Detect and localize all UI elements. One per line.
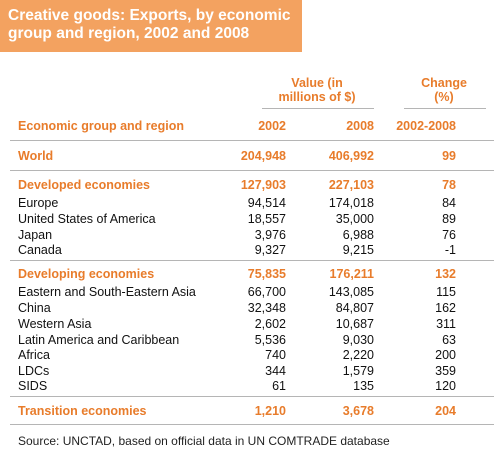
row-label: Transition economies bbox=[18, 404, 147, 418]
table-row: Europe 94,514 174,018 84 bbox=[0, 195, 502, 211]
table-row: Africa 740 2,220 200 bbox=[0, 347, 502, 363]
row-value-2002: 344 bbox=[265, 364, 286, 378]
table-row: Latin America and Caribbean 5,536 9,030 63 bbox=[0, 332, 502, 348]
row-value-2008: 2,220 bbox=[342, 348, 374, 362]
row-label: Europe bbox=[18, 196, 59, 210]
row-value-2008: 9,215 bbox=[342, 243, 374, 257]
row-value-2002: 1,210 bbox=[254, 404, 286, 418]
row-divider bbox=[10, 260, 494, 261]
row-value-2002: 204,948 bbox=[240, 149, 286, 163]
row-change: 115 bbox=[436, 285, 456, 299]
column-header-2002: 2002 bbox=[258, 119, 286, 133]
row-change: 204 bbox=[435, 404, 456, 418]
row-change: 132 bbox=[435, 267, 456, 281]
row-label: SIDS bbox=[18, 379, 48, 393]
row-value-2008: 176,211 bbox=[329, 267, 375, 281]
row-value-2002: 32,348 bbox=[247, 301, 286, 315]
row-value-2002: 2,602 bbox=[254, 317, 286, 331]
table-row: Canada 9,327 9,215 -1 bbox=[0, 242, 502, 258]
row-change: 200 bbox=[435, 348, 456, 362]
row-value-2008: 1,579 bbox=[342, 364, 374, 378]
row-label: Canada bbox=[18, 243, 62, 257]
column-header-region: Economic group and region bbox=[18, 119, 184, 133]
column-header-2008: 2008 bbox=[346, 119, 374, 133]
row-change: 76 bbox=[442, 228, 456, 242]
row-divider bbox=[10, 424, 494, 425]
row-change: 99 bbox=[442, 149, 456, 163]
row-label: Eastern and South-Eastern Asia bbox=[18, 285, 196, 299]
row-change: 162 bbox=[435, 301, 456, 315]
change-group-header: Change (%) bbox=[421, 76, 467, 104]
value-group-underline bbox=[262, 108, 374, 109]
row-value-2008: 10,687 bbox=[335, 317, 374, 331]
value-group-header: Value (in millions of $) bbox=[278, 76, 356, 104]
table-row: World 204,948 406,992 99 bbox=[0, 148, 502, 164]
table-row: United States of America 18,557 35,000 89 bbox=[0, 211, 502, 227]
row-divider bbox=[10, 170, 494, 171]
row-value-2002: 66,700 bbox=[247, 285, 286, 299]
row-value-2002: 18,557 bbox=[247, 212, 286, 226]
table-row: SIDS 61 135 120 bbox=[0, 378, 502, 394]
column-header-row: Economic group and region 2002 2008 2002… bbox=[0, 118, 502, 134]
row-value-2008: 9,030 bbox=[342, 333, 374, 347]
row-value-2002: 5,536 bbox=[254, 333, 286, 347]
table-row: Developed economies 127,903 227,103 78 bbox=[0, 177, 502, 193]
table-title: Creative goods: Exports, by economic gro… bbox=[0, 0, 302, 52]
table-row: Japan 3,976 6,988 76 bbox=[0, 227, 502, 243]
row-divider bbox=[10, 396, 494, 397]
change-group-underline bbox=[404, 108, 486, 109]
table-title-line-1: Creative goods: Exports, by economic bbox=[8, 7, 291, 24]
row-change: -1 bbox=[444, 243, 456, 257]
table-row: Eastern and South-Eastern Asia 66,700 143,… bbox=[0, 284, 502, 300]
table-row: Transition economies 1,210 3,678 204 bbox=[0, 403, 502, 419]
row-value-2008: 135 bbox=[353, 379, 374, 393]
table-row: Western Asia 2,602 10,687 311 bbox=[0, 316, 502, 332]
row-value-2002: 9,327 bbox=[254, 243, 286, 257]
row-label: LDCs bbox=[18, 364, 50, 378]
row-change: 120 bbox=[435, 379, 456, 393]
source-note: Source: UNCTAD, based on official data i… bbox=[18, 434, 390, 448]
row-change: 78 bbox=[442, 178, 456, 192]
row-value-2008: 227,103 bbox=[328, 178, 374, 192]
row-value-2002: 75,835 bbox=[247, 267, 286, 281]
row-change: 63 bbox=[442, 333, 456, 347]
row-change: 311 bbox=[436, 317, 456, 331]
row-label: Latin America and Caribbean bbox=[18, 333, 180, 347]
row-label: Developing economies bbox=[18, 267, 155, 281]
row-change: 84 bbox=[442, 196, 456, 210]
row-value-2008: 174,018 bbox=[328, 196, 374, 210]
row-label: China bbox=[18, 301, 51, 315]
table-row: LDCs 344 1,579 359 bbox=[0, 363, 502, 379]
row-value-2002: 3,976 bbox=[254, 228, 286, 242]
row-value-2008: 143,085 bbox=[328, 285, 374, 299]
table-row: Developing economies 75,835 176,211 132 bbox=[0, 266, 502, 282]
row-value-2002: 61 bbox=[272, 379, 286, 393]
row-label: United States of America bbox=[18, 212, 156, 226]
row-label: Japan bbox=[18, 228, 53, 242]
column-header-change: 2002-2008 bbox=[396, 119, 456, 133]
row-change: 89 bbox=[442, 212, 456, 226]
row-value-2008: 35,000 bbox=[335, 212, 374, 226]
table-row: China 32,348 84,807 162 bbox=[0, 300, 502, 316]
header-divider bbox=[10, 140, 494, 141]
row-change: 359 bbox=[435, 364, 456, 378]
row-value-2008: 6,988 bbox=[342, 228, 374, 242]
row-label: Africa bbox=[18, 348, 50, 362]
row-label: World bbox=[18, 149, 54, 163]
row-value-2002: 94,514 bbox=[247, 196, 286, 210]
row-value-2008: 406,992 bbox=[328, 149, 374, 163]
row-value-2008: 3,678 bbox=[342, 404, 374, 418]
row-label: Western Asia bbox=[18, 317, 92, 331]
table-title-line-2: group and region, 2002 and 2008 bbox=[8, 25, 250, 42]
row-value-2008: 84,807 bbox=[335, 301, 374, 315]
row-value-2002: 740 bbox=[265, 348, 286, 362]
row-value-2002: 127,903 bbox=[240, 178, 286, 192]
row-label: Developed economies bbox=[18, 178, 150, 192]
